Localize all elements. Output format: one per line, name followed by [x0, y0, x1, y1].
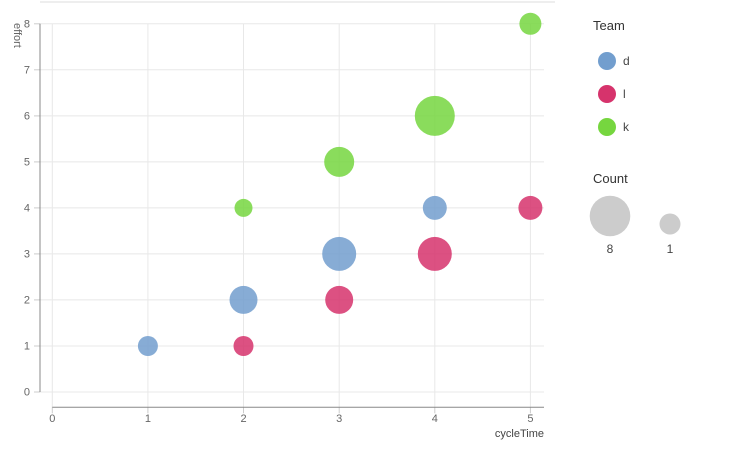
- svg-text:1: 1: [24, 341, 30, 353]
- svg-text:3: 3: [24, 248, 30, 260]
- svg-text:l: l: [623, 87, 626, 101]
- svg-text:5: 5: [527, 413, 533, 425]
- svg-text:8: 8: [24, 18, 30, 30]
- svg-text:Count: Count: [593, 171, 628, 186]
- svg-text:Team: Team: [593, 18, 625, 33]
- svg-text:1: 1: [145, 413, 151, 425]
- svg-text:2: 2: [240, 413, 246, 425]
- svg-text:1: 1: [667, 242, 674, 256]
- svg-text:3: 3: [336, 413, 342, 425]
- svg-text:7: 7: [24, 64, 30, 76]
- svg-text:effort: effort: [11, 23, 23, 48]
- svg-text:0: 0: [49, 413, 55, 425]
- svg-text:k: k: [623, 120, 630, 134]
- svg-text:0: 0: [24, 387, 30, 399]
- svg-text:6: 6: [24, 110, 30, 122]
- svg-text:cycleTime: cycleTime: [495, 428, 544, 440]
- svg-text:4: 4: [432, 413, 438, 425]
- svg-text:8: 8: [607, 242, 614, 256]
- svg-text:2: 2: [24, 294, 30, 306]
- svg-text:4: 4: [24, 202, 30, 214]
- svg-text:d: d: [623, 54, 630, 68]
- svg-text:5: 5: [24, 156, 30, 168]
